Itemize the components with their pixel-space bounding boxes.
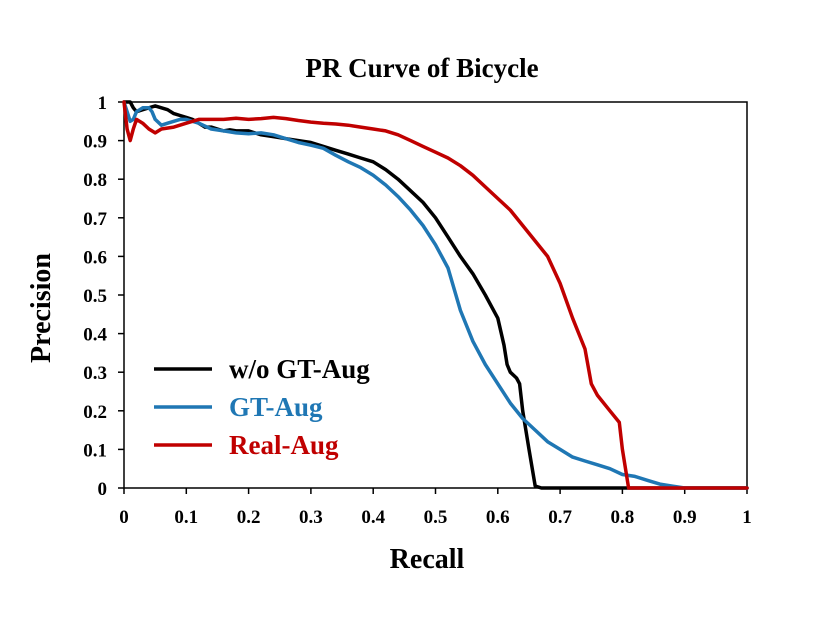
y-tick-label: 0.3 [83, 363, 107, 384]
y-axis-title: Precision [26, 253, 57, 363]
x-tick-label: 1 [742, 507, 752, 528]
x-tick-label: 0.2 [237, 507, 261, 528]
plot-area-frame [123, 101, 748, 489]
legend-label-2: Real-Aug [229, 430, 339, 460]
x-axis-title: Recall [390, 544, 465, 575]
y-tick-label: 0.1 [83, 440, 107, 461]
x-tick-label: 0.3 [299, 507, 323, 528]
y-tick-label: 0.6 [83, 247, 107, 268]
y-tick-label: 0.9 [83, 132, 107, 153]
y-tick-label: 0.2 [83, 402, 107, 423]
x-tick-label: 0.1 [174, 507, 198, 528]
x-tick-label: 0.9 [673, 507, 697, 528]
y-tick-label: 0.8 [83, 170, 107, 191]
y-tick-label: 0 [98, 479, 108, 500]
series-line-0 [122, 100, 749, 490]
series-line-2 [122, 100, 749, 490]
y-axis-ticks: 0 0.1 0.2 0.3 0.4 0.5 0.6 0.7 0.8 0.9 1 [83, 93, 124, 500]
x-tick-label: 0.8 [611, 507, 635, 528]
x-tick-label: 0.4 [361, 507, 385, 528]
series-line-1 [122, 100, 749, 490]
x-tick-label: 0.5 [424, 507, 448, 528]
legend-label-1: GT-Aug [229, 392, 323, 422]
y-tick-label: 0.5 [83, 286, 107, 307]
legend-label-0: w/o GT-Aug [229, 354, 370, 384]
chart-title: PR Curve of Bicycle [305, 53, 538, 83]
x-tick-label: 0 [119, 507, 129, 528]
y-tick-label: 0.4 [83, 325, 107, 346]
x-tick-label: 0.6 [486, 507, 510, 528]
x-tick-label: 0.7 [548, 507, 572, 528]
series-lines [122, 100, 749, 490]
y-tick-label: 0.7 [83, 209, 107, 230]
legend: w/o GT-Aug GT-Aug Real-Aug [154, 354, 370, 460]
y-tick-label: 1 [98, 93, 108, 114]
x-axis-ticks: 0 0.1 0.2 0.3 0.4 0.5 0.6 0.7 0.8 0.9 1 [119, 488, 752, 528]
